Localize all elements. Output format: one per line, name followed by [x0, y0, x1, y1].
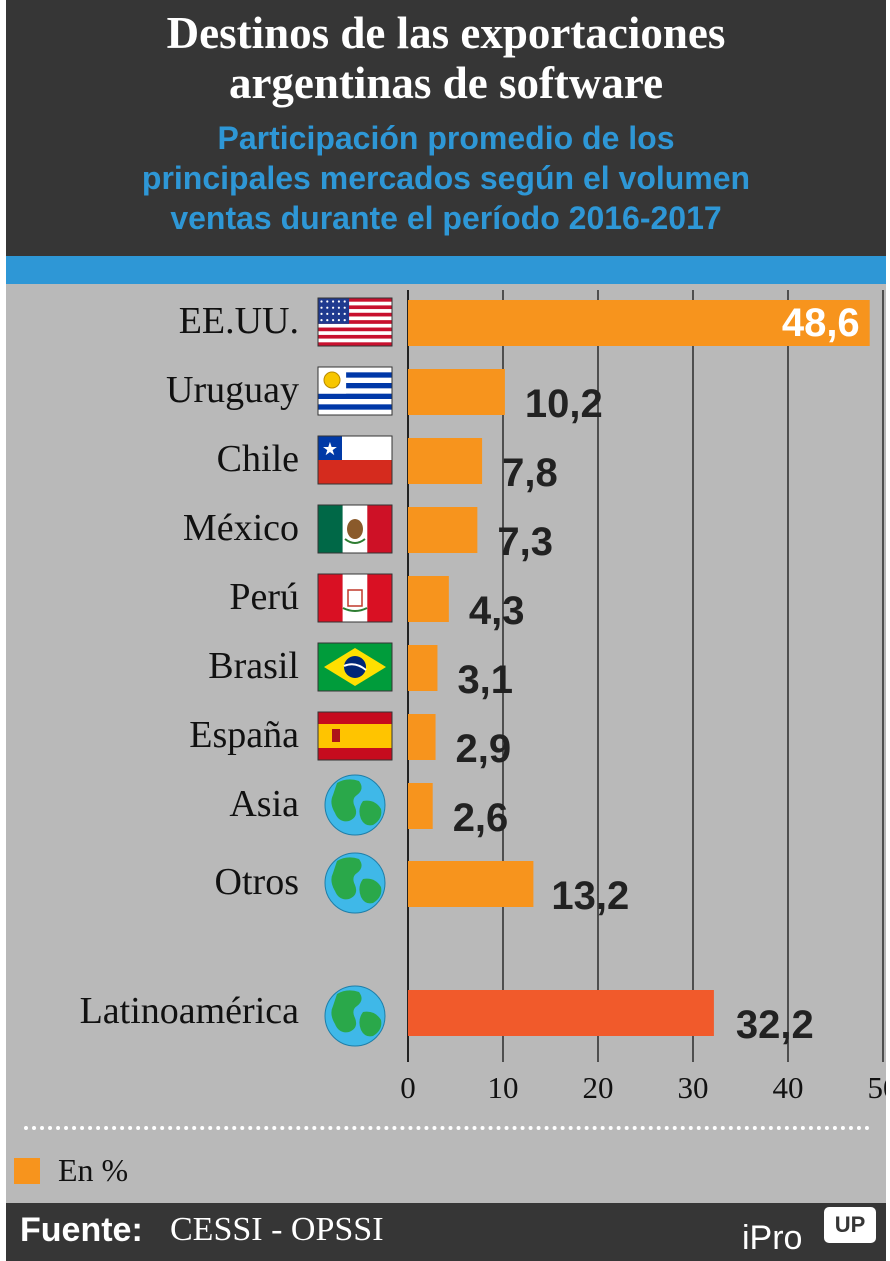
subtitle-line-1: Participación promedio de los: [217, 120, 675, 156]
category-label: Latinoamérica: [80, 990, 300, 1032]
flag-spain-icon: [317, 711, 393, 761]
data-label: 13,2: [551, 874, 629, 918]
bar: [408, 714, 436, 760]
legend-swatch: [14, 1158, 40, 1184]
header: Destinos de las exportaciones argentinas…: [6, 0, 886, 256]
data-label: 2,6: [453, 796, 509, 840]
bar-row: Latinoamérica 32,2: [80, 985, 814, 1047]
bar: [408, 300, 870, 346]
flag-uruguay-icon: [317, 366, 393, 416]
svg-text:★: ★: [322, 439, 338, 460]
source-label: Fuente:: [20, 1211, 143, 1249]
title-line-2: argentinas de software: [228, 58, 664, 108]
category-label: Chile: [217, 438, 299, 480]
bar: [408, 645, 438, 691]
x-tick-label: 50: [868, 1070, 887, 1105]
bar-row: Perú 4,3: [229, 573, 525, 633]
ipro-up-logo: iPro UP: [742, 1207, 882, 1257]
infographic: Destinos de las exportaciones argentinas…: [6, 0, 886, 1261]
bar-row: España 2,9: [189, 711, 512, 771]
subtitle-line-3: ventas durante el período 2016-2017: [170, 200, 722, 236]
bar-row: México 7,3: [183, 504, 553, 564]
chart-title: Destinos de las exportaciones argentinas…: [6, 8, 886, 108]
flag-brazil-icon: [317, 642, 393, 692]
data-label: 3,1: [457, 658, 513, 702]
x-tick-label: 0: [400, 1070, 416, 1105]
logo-text: iPro: [742, 1219, 803, 1257]
source-text: CESSI - OPSSI: [170, 1211, 384, 1248]
x-tick-label: 20: [583, 1070, 614, 1105]
data-label: 7,8: [502, 451, 558, 495]
bar-row: Otros 13,2: [215, 852, 629, 918]
globe-icon: [324, 774, 386, 836]
flag-chile-icon: ★: [317, 435, 393, 485]
legend-label: En %: [58, 1152, 129, 1188]
bar: [408, 576, 449, 622]
bar: [408, 369, 505, 415]
globe-icon: [324, 852, 386, 914]
flag-mexico-icon: [317, 504, 393, 554]
category-label: México: [183, 507, 299, 549]
logo-badge: UP: [824, 1207, 876, 1243]
flag-usa-icon: [317, 297, 393, 347]
bar-row: Uruguay 10,2: [166, 366, 603, 426]
bar: [408, 783, 433, 829]
category-label: Otros: [215, 861, 299, 903]
bar-row: Brasil 3,1: [208, 642, 513, 702]
subtitle-line-2: principales mercados según el volumen: [141, 160, 751, 196]
bar: [408, 438, 483, 484]
data-label: 4,3: [469, 589, 525, 633]
data-label: 2,9: [456, 727, 512, 771]
bar-chart: 0 10 20 30 40 50 EE.UU. 48,6 Uruguay 10,2 Chile ★ 7,…: [80, 290, 887, 1105]
header-accent-band: [6, 256, 886, 284]
dotted-divider: [24, 1126, 870, 1130]
bar-row: Asia 2,6: [229, 774, 509, 840]
chart-subtitle: Participación promedio de los principale…: [6, 118, 886, 238]
category-label: EE.UU.: [179, 300, 299, 342]
globe-icon: [324, 985, 386, 1047]
bar-row: Chile ★ 7,8: [217, 435, 558, 495]
x-tick-label: 30: [678, 1070, 709, 1105]
data-label: 10,2: [525, 382, 603, 426]
category-label: Perú: [229, 576, 299, 618]
bar: [408, 507, 478, 553]
category-label: Asia: [229, 783, 299, 825]
bar-row: EE.UU. 48,6: [179, 297, 870, 347]
data-label: 32,2: [736, 1003, 814, 1047]
title-line-1: Destinos de las exportaciones: [166, 8, 726, 58]
bar: [408, 861, 534, 907]
category-label: Brasil: [208, 645, 299, 687]
data-label: 7,3: [497, 520, 553, 564]
footer: Fuente: CESSI - OPSSI iPro UP: [6, 1203, 886, 1261]
flag-peru-icon: [317, 573, 393, 623]
data-label: 48,6: [782, 301, 860, 345]
category-label: España: [189, 714, 299, 756]
x-tick-label: 10: [488, 1070, 519, 1105]
x-tick-label: 40: [773, 1070, 804, 1105]
category-label: Uruguay: [166, 369, 299, 411]
bar: [408, 990, 714, 1036]
